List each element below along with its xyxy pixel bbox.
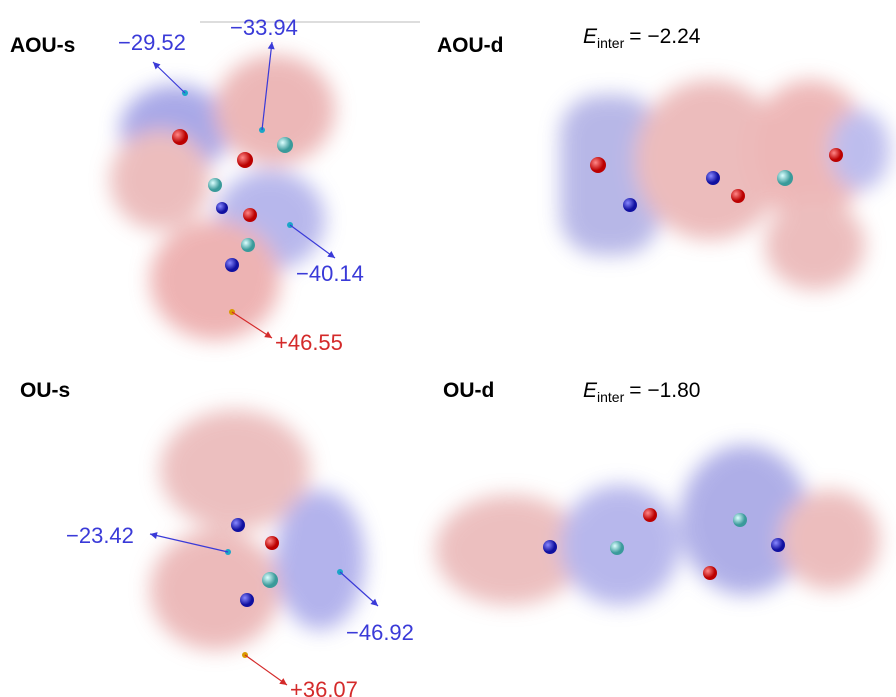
interaction-energy: Einter= −2.24 bbox=[583, 25, 701, 51]
figure: AOU-s AOU-d OU-s OU-d Einter= −2.24 Eint… bbox=[0, 0, 896, 697]
potential-label: −33.94 bbox=[230, 15, 298, 40]
potential-surface bbox=[435, 445, 880, 605]
potential-label: −29.52 bbox=[118, 30, 186, 55]
arrow-head bbox=[268, 42, 275, 49]
arrow-head bbox=[150, 532, 158, 539]
potential-surface bbox=[150, 410, 365, 650]
panel-label: AOU-d bbox=[437, 34, 504, 57]
potential-label: −23.42 bbox=[66, 523, 134, 548]
interaction-energy: Einter= −1.80 bbox=[583, 379, 700, 405]
potential-label: +36.07 bbox=[290, 677, 358, 697]
potential-label: +46.55 bbox=[275, 330, 343, 355]
arrow-head bbox=[327, 251, 335, 258]
annotation-arrow bbox=[245, 655, 287, 685]
panel-label: AOU-s bbox=[10, 34, 75, 57]
potential-label: −46.92 bbox=[346, 620, 414, 645]
panel-label: OU-s bbox=[20, 379, 70, 402]
potential-surface bbox=[110, 55, 335, 340]
potential-surface bbox=[560, 80, 890, 290]
potential-label: −40.14 bbox=[296, 261, 364, 286]
panel-label: OU-d bbox=[443, 379, 494, 402]
arrow-head bbox=[264, 331, 272, 338]
arrow-head bbox=[279, 678, 287, 685]
